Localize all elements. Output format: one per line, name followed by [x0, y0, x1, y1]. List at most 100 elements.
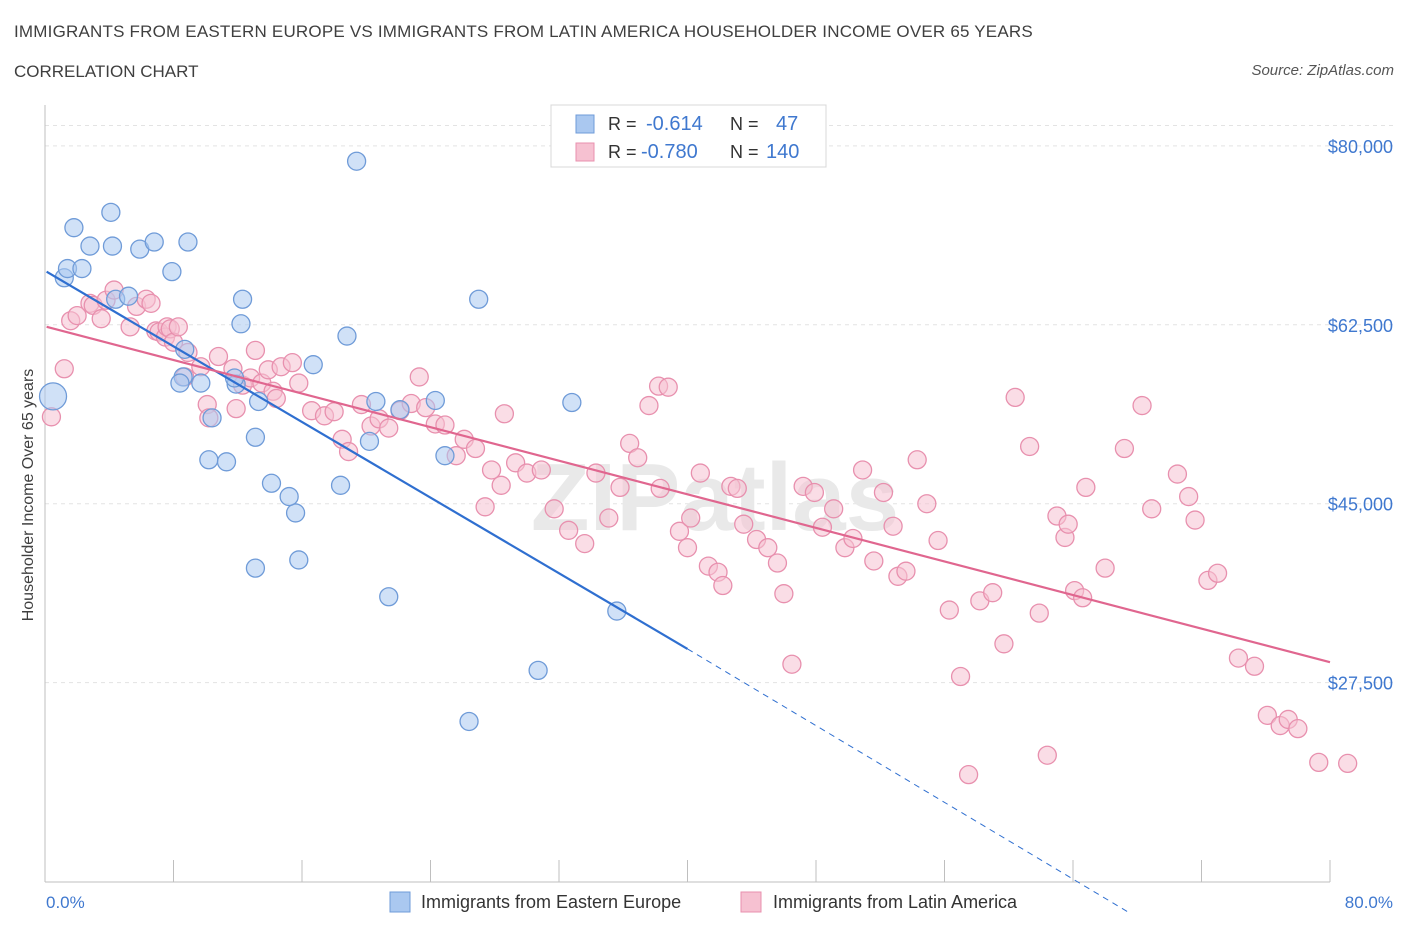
point-latin-america: [873, 482, 894, 503]
point-latin-america: [658, 377, 678, 397]
point-eastern-europe: [346, 151, 367, 171]
point-eastern-europe: [199, 450, 219, 470]
point-eastern-europe: [80, 236, 100, 256]
point-latin-america: [531, 460, 551, 480]
point-eastern-europe: [425, 390, 445, 411]
point-eastern-europe: [232, 289, 253, 309]
point-eastern-europe: [469, 289, 489, 309]
trend-line-eastern-europe: [46, 270, 689, 650]
point-latin-america: [1257, 705, 1278, 726]
point-latin-america: [1058, 514, 1078, 534]
point-latin-america: [289, 373, 309, 393]
point-eastern-europe: [64, 218, 84, 238]
point-latin-america: [1167, 464, 1188, 484]
point-latin-america: [67, 305, 87, 326]
grid-lines: [45, 124, 1395, 684]
source-label: Source: ZipAtlas.com: [1251, 62, 1394, 79]
x-tick-max: 80.0%: [1345, 893, 1393, 912]
point-latin-america: [824, 499, 844, 519]
point-latin-america: [639, 395, 659, 416]
series-legend: Immigrants from Eastern Europe Immigrant…: [389, 891, 1018, 913]
point-latin-america: [1076, 477, 1096, 498]
legend-swatch-latin-america: [740, 891, 762, 913]
point-latin-america: [1114, 438, 1135, 459]
point-latin-america: [91, 309, 111, 329]
point-latin-america: [475, 497, 495, 517]
point-latin-america: [168, 317, 188, 337]
y-tick-label: $80,000: [1328, 137, 1393, 157]
y-tick-labels: $27,500 $45,000 $62,500 $80,000: [1328, 137, 1393, 694]
point-eastern-europe: [289, 550, 309, 570]
point-latin-america: [983, 583, 1003, 603]
point-latin-america: [494, 404, 515, 424]
point-latin-america: [41, 407, 62, 427]
legend-r-value: -0.614: [646, 113, 703, 135]
point-latin-america: [266, 388, 286, 409]
chart-subtitle: CORRELATION CHART: [14, 62, 199, 81]
point-eastern-europe: [202, 408, 222, 428]
point-latin-america: [677, 538, 698, 558]
point-eastern-europe: [216, 452, 237, 472]
y-tick-label: $27,500: [1328, 674, 1393, 694]
point-latin-america: [907, 450, 927, 470]
point-eastern-europe: [175, 339, 195, 359]
point-latin-america: [1029, 603, 1049, 623]
point-latin-america: [1037, 745, 1057, 765]
point-eastern-europe: [191, 373, 211, 393]
point-eastern-europe: [285, 503, 306, 523]
point-latin-america: [727, 478, 747, 499]
point-latin-america: [1185, 510, 1205, 530]
point-latin-america: [896, 561, 916, 581]
point-eastern-europe: [144, 232, 164, 252]
point-latin-america: [575, 533, 595, 554]
legend-n-value: 140: [766, 141, 799, 163]
point-latin-america: [208, 346, 229, 367]
point-eastern-europe: [231, 314, 251, 334]
legend-swatch-blue: [575, 114, 595, 134]
chart-title: IMMIGRANTS FROM EASTERN EUROPE VS IMMIGR…: [14, 22, 1033, 41]
point-latin-america: [1338, 753, 1358, 774]
point-latin-america: [282, 352, 303, 373]
point-latin-america: [767, 553, 788, 573]
stats-legend: R = -0.614 N = 47 R = -0.780 N = 140: [550, 104, 827, 168]
legend-r-label: R =: [608, 114, 637, 134]
point-latin-america: [1019, 436, 1040, 457]
point-latin-america: [669, 521, 690, 541]
point-eastern-europe: [245, 558, 266, 578]
point-eastern-europe: [118, 286, 139, 306]
point-eastern-europe: [330, 475, 351, 495]
point-latin-america: [1005, 387, 1025, 408]
point-latin-america: [465, 438, 486, 459]
series-eastern-europe-points: [38, 151, 627, 732]
point-latin-america: [491, 475, 511, 495]
point-eastern-europe: [170, 373, 190, 393]
point-latin-america: [650, 478, 670, 499]
y-tick-label: $62,500: [1328, 316, 1393, 336]
point-latin-america: [681, 508, 701, 528]
trend-line-latin-america: [46, 325, 1331, 664]
point-latin-america: [690, 463, 710, 483]
point-latin-america: [1244, 656, 1265, 676]
point-eastern-europe: [162, 261, 182, 282]
legend-label-eastern-europe: Immigrants from Eastern Europe: [421, 892, 681, 912]
point-latin-america: [852, 460, 873, 480]
point-latin-america: [994, 634, 1014, 654]
point-latin-america: [1207, 563, 1228, 583]
point-latin-america: [1288, 718, 1308, 739]
point-latin-america: [939, 600, 959, 620]
point-eastern-europe: [38, 382, 68, 411]
point-latin-america: [774, 584, 794, 604]
point-latin-america: [917, 494, 937, 514]
point-latin-america: [1095, 558, 1115, 578]
point-latin-america: [1142, 499, 1162, 519]
point-latin-america: [558, 520, 579, 540]
point-eastern-europe: [435, 446, 455, 466]
point-eastern-europe: [101, 202, 121, 222]
point-latin-america: [1132, 395, 1152, 416]
legend-swatch-eastern-europe: [389, 891, 411, 913]
legend-n-label: N =: [730, 114, 759, 134]
axes: [44, 105, 1331, 883]
trend-lines: [46, 270, 1331, 914]
point-latin-america: [226, 398, 246, 419]
